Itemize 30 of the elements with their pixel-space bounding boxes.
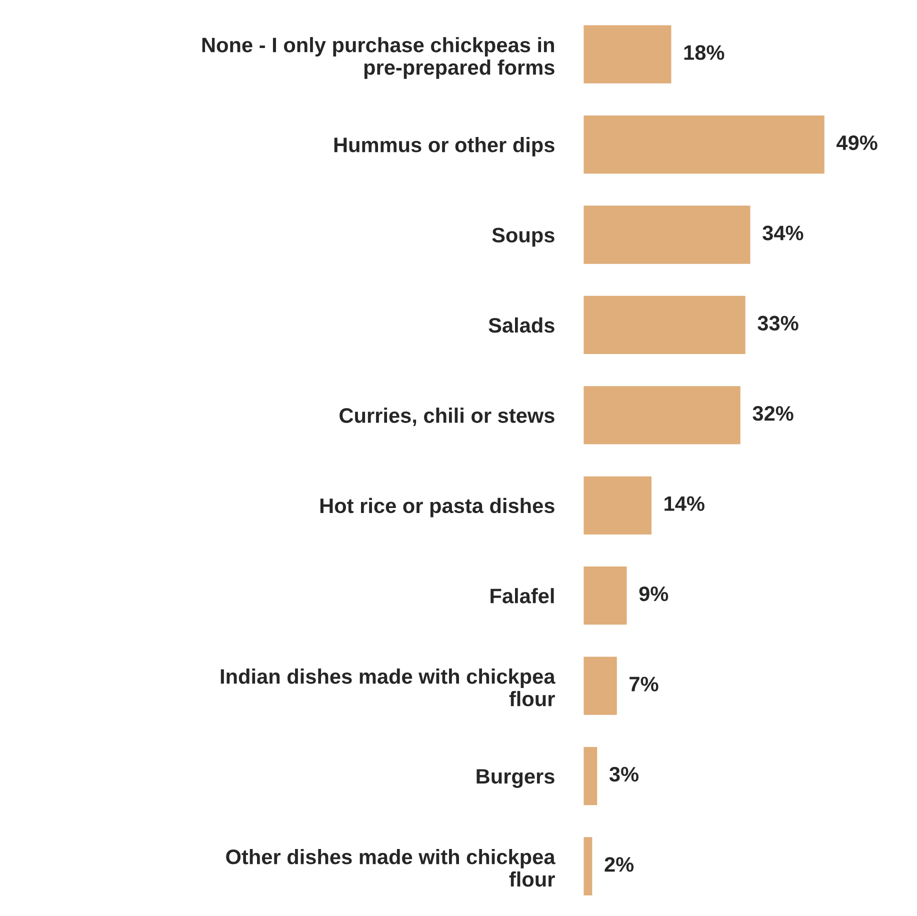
y-tick-label: Curries, chili or stews [340, 408, 554, 426]
y-tick-label: Salads [488, 317, 554, 333]
bar [583, 565, 628, 626]
y-tick-label: Falafel [490, 588, 554, 604]
data-label: 9% [639, 586, 668, 602]
data-label: 32% [752, 406, 794, 421]
y-tick-label: Soups [492, 228, 554, 247]
bar [583, 24, 673, 85]
y-tick-label: Burgers [476, 769, 554, 788]
data-label: 7% [630, 676, 658, 692]
y-tick-label: Hummus or other dips [334, 137, 554, 156]
bar [583, 294, 747, 356]
data-label: 2% [604, 857, 634, 872]
bar [583, 746, 599, 806]
data-label: 14% [664, 496, 704, 511]
bar [583, 204, 752, 266]
y-tick-label: Hot rice or pasta dishes [320, 498, 554, 518]
y-tick-label: None - I only purchase chickpeas in pre-prepared forms [202, 37, 554, 79]
bar [583, 655, 618, 716]
bar [583, 836, 594, 897]
data-label: 34% [762, 226, 804, 240]
data-label: 18% [684, 45, 724, 60]
bar [583, 474, 653, 536]
data-label: 3% [609, 766, 638, 782]
data-label: 49% [836, 135, 878, 150]
data-label: 33% [758, 316, 798, 331]
bar [583, 114, 826, 176]
bar [583, 384, 742, 446]
y-tick-label: Indian dishes made with chickpea flour [220, 668, 556, 706]
y-tick-label: Other dishes made with chickpea flour [226, 848, 556, 887]
